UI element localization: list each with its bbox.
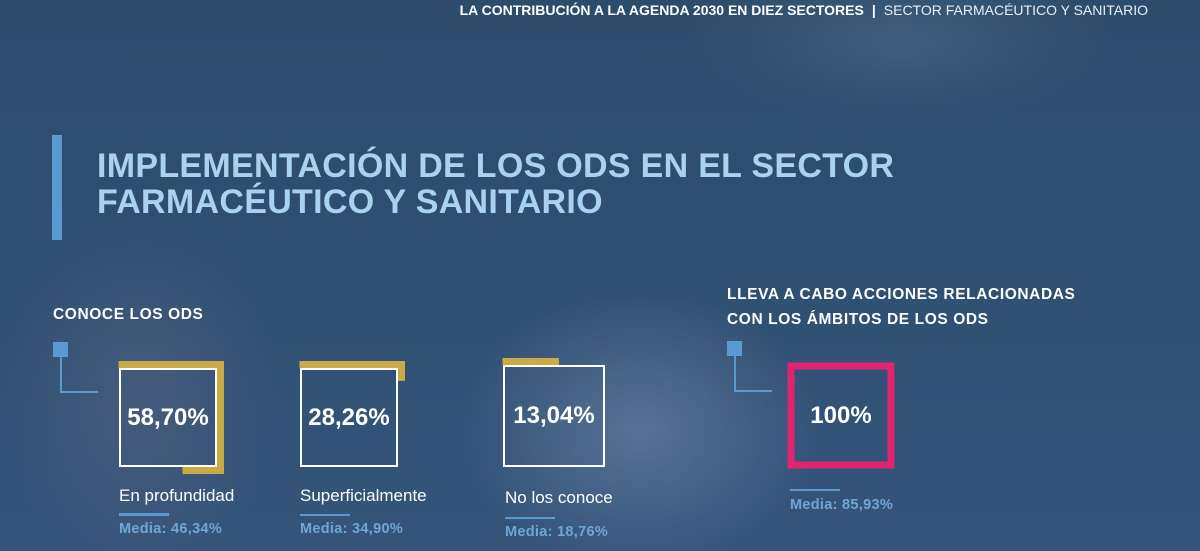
actions-heading-line-2: CON LOS ÁMBITOS DE LOS ODS xyxy=(727,311,989,328)
connector-icon xyxy=(727,341,773,393)
stat-label: No los conoce xyxy=(505,488,613,507)
page-title-line-1: IMPLEMENTACIÓN DE LOS ODS EN EL SECTOR xyxy=(97,147,895,185)
report-section: SECTOR FARMACÉUTICO Y SANITARIO xyxy=(883,2,1148,18)
stat-value: 28,26% xyxy=(308,403,390,431)
media-underline xyxy=(790,489,840,491)
report-header: LA CONTRIBUCIÓN A LA AGENDA 2030 EN DIEZ… xyxy=(460,2,1148,18)
stat-label: En profundidad xyxy=(119,486,235,505)
stat-box-acciones: 100% xyxy=(787,362,895,469)
media-underline xyxy=(119,513,169,516)
stat-value: 100% xyxy=(810,401,872,429)
media-underline xyxy=(505,517,555,519)
stat-box-superficialmente: 28,26% xyxy=(293,361,405,474)
stat-value: 13,04% xyxy=(513,402,595,429)
stat-media: Media: 46,34% xyxy=(119,521,223,537)
page-title: IMPLEMENTACIÓN DE LOS ODS EN EL SECTOR F… xyxy=(97,148,894,220)
actions-heading-line-1: LLEVA A CABO ACCIONES RELACIONADAS xyxy=(727,286,1076,303)
page-title-line-2: FARMACÉUTICO Y SANITARIO xyxy=(97,183,603,221)
progress-frame xyxy=(112,361,224,474)
stat-box-no-los-conoce: 13,04% xyxy=(496,358,612,474)
stat-label: Superficialmente xyxy=(300,486,427,505)
report-title: LA CONTRIBUCIÓN A LA AGENDA 2030 EN DIEZ… xyxy=(459,2,864,18)
progress-frame xyxy=(496,358,612,474)
stat-box-en-profundidad: 58,70% xyxy=(112,361,224,474)
progress-frame xyxy=(787,362,895,469)
header-separator: | xyxy=(871,2,876,18)
stat-value: 58,70% xyxy=(127,403,209,431)
knows-ods-heading: CONOCE LOS ODS xyxy=(53,306,204,323)
actions-ods-heading: LLEVA A CABO ACCIONES RELACIONADAS CON L… xyxy=(727,282,1076,332)
stat-media: Media: 34,90% xyxy=(300,521,404,537)
progress-fill xyxy=(112,361,224,474)
stat-media: Media: 85,93% xyxy=(790,497,894,513)
connector-icon xyxy=(53,342,99,394)
progress-frame xyxy=(293,361,405,474)
media-underline xyxy=(300,514,350,516)
progress-fill xyxy=(293,361,405,474)
title-accent-bar xyxy=(52,135,62,240)
stat-media: Media: 18,76% xyxy=(505,524,609,540)
